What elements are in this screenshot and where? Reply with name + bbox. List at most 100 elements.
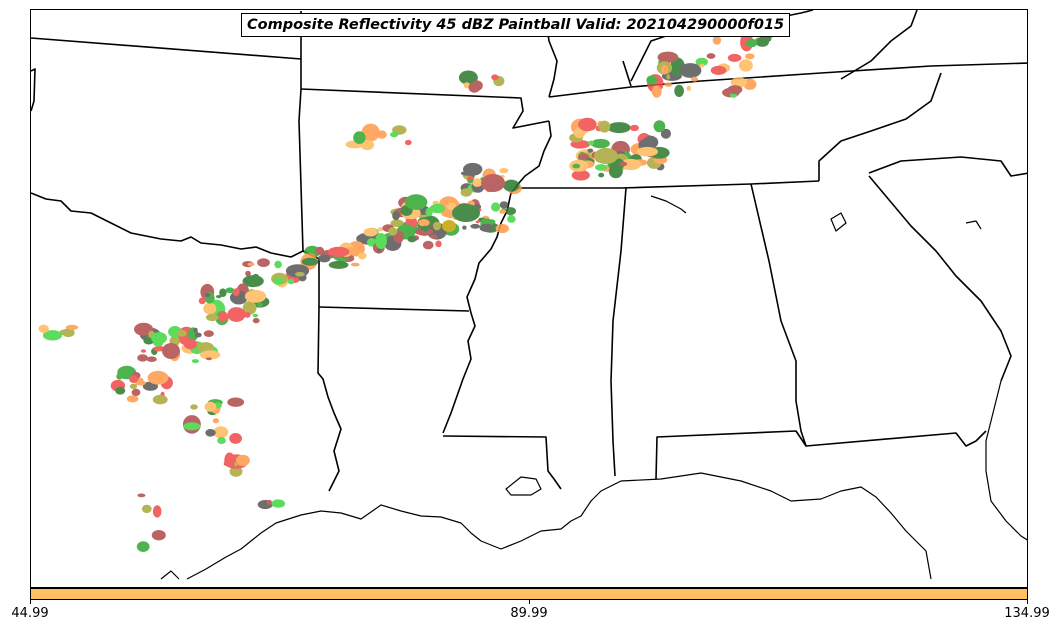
reflectivity-echo bbox=[651, 85, 662, 98]
reflectivity-echo bbox=[706, 53, 716, 59]
reflectivity-echo bbox=[199, 350, 221, 360]
reflectivity-echo bbox=[666, 74, 671, 80]
reflectivity-echo bbox=[467, 178, 474, 184]
reflectivity-echo bbox=[152, 505, 162, 518]
reflectivity-echo bbox=[499, 209, 507, 214]
reflectivity-echo bbox=[360, 139, 375, 151]
reflectivity-echo bbox=[225, 287, 235, 294]
reflectivity-echo bbox=[212, 418, 219, 424]
reflectivity-echo bbox=[266, 499, 273, 505]
map-canvas bbox=[31, 10, 1027, 580]
reflectivity-echo bbox=[661, 64, 668, 75]
reflectivity-echo bbox=[217, 436, 226, 445]
reflectivity-echo bbox=[491, 74, 499, 81]
reflectivity-echo bbox=[642, 135, 659, 149]
reflectivity-echo bbox=[216, 295, 222, 299]
reflectivity-echo bbox=[491, 202, 501, 212]
reflectivity-echo bbox=[61, 328, 75, 338]
reflectivity-echo bbox=[287, 278, 295, 285]
reflectivity-echo bbox=[472, 178, 483, 187]
reflectivity-echo bbox=[503, 179, 520, 192]
reflectivity-echo bbox=[460, 188, 472, 197]
reflectivity-echo bbox=[328, 260, 349, 269]
reflectivity-echo bbox=[229, 466, 243, 477]
reflectivity-echo bbox=[435, 240, 442, 248]
reflectivity-echo bbox=[140, 349, 147, 353]
reflectivity-echo bbox=[256, 302, 263, 308]
reflectivity-echo bbox=[42, 330, 63, 341]
reflectivity-echo bbox=[578, 153, 590, 160]
reflectivity-echo bbox=[229, 433, 243, 444]
reflectivity-echo bbox=[227, 397, 245, 407]
reflectivity-echo bbox=[712, 35, 722, 45]
colorbar-tick-label-middle: 89.99 bbox=[510, 606, 548, 621]
reflectivity-core bbox=[452, 204, 480, 222]
colorbar-tick-middle bbox=[529, 600, 530, 604]
reflectivity-echo bbox=[425, 207, 433, 217]
reflectivity-echo bbox=[129, 383, 138, 389]
reflectivity-echo bbox=[244, 311, 251, 318]
colorbar-tick-left bbox=[30, 600, 31, 604]
reflectivity-echoes bbox=[38, 13, 778, 552]
reflectivity-echo bbox=[129, 375, 139, 384]
reflectivity-echo bbox=[388, 227, 398, 236]
reflectivity-echo bbox=[591, 138, 610, 149]
reflectivity-echo bbox=[657, 51, 679, 63]
reflectivity-echo bbox=[317, 254, 331, 263]
reflectivity-echo bbox=[392, 211, 400, 221]
reflectivity-echo bbox=[572, 163, 581, 169]
map-panel bbox=[30, 9, 1028, 588]
map-title: Composite Reflectivity 45 dBZ Paintball … bbox=[241, 13, 791, 37]
reflectivity-echo bbox=[135, 380, 146, 386]
reflectivity-echo bbox=[507, 215, 516, 223]
reflectivity-echo bbox=[183, 422, 201, 431]
reflectivity-echo bbox=[116, 373, 123, 380]
reflectivity-echo bbox=[213, 426, 229, 439]
reflectivity-echo bbox=[432, 221, 442, 231]
reflectivity-echo bbox=[377, 130, 387, 139]
reflectivity-echo bbox=[587, 148, 593, 153]
reflectivity-echo bbox=[146, 356, 157, 363]
reflectivity-echo bbox=[218, 310, 228, 323]
reflectivity-echo bbox=[191, 359, 199, 364]
reflectivity-echo bbox=[578, 117, 597, 132]
reflectivity-echo bbox=[598, 120, 611, 133]
reflectivity-echo bbox=[363, 227, 378, 237]
reflectivity-echo bbox=[274, 260, 282, 269]
reflectivity-echo bbox=[499, 168, 509, 174]
reflectivity-echo bbox=[315, 246, 325, 255]
reflectivity-echo bbox=[204, 401, 217, 412]
reflectivity-core bbox=[481, 174, 505, 192]
reflectivity-echo bbox=[205, 357, 212, 361]
reflectivity-echo bbox=[495, 223, 510, 234]
reflectivity-echo bbox=[418, 230, 426, 236]
reflectivity-echo bbox=[607, 122, 631, 134]
gulf-coastline bbox=[160, 195, 1027, 580]
reflectivity-echo bbox=[608, 164, 623, 179]
reflectivity-echo bbox=[738, 59, 753, 72]
reflectivity-echo bbox=[257, 258, 270, 267]
reflectivity-core bbox=[594, 148, 618, 164]
reflectivity-echo bbox=[446, 202, 457, 211]
reflectivity-echo bbox=[190, 404, 198, 410]
reflectivity-echo bbox=[679, 63, 702, 78]
reflectivity-echo bbox=[252, 313, 259, 318]
reflectivity-echo bbox=[176, 329, 187, 337]
reflectivity-echo bbox=[422, 240, 434, 250]
reflectivity-core bbox=[151, 332, 167, 344]
reflectivity-echo bbox=[460, 171, 473, 176]
reflectivity-echo bbox=[475, 220, 480, 224]
reflectivity-echo bbox=[429, 203, 445, 214]
reflectivity-core bbox=[375, 233, 387, 249]
reflectivity-echo bbox=[234, 462, 238, 467]
reflectivity-echo bbox=[271, 499, 286, 508]
reflectivity-echo bbox=[470, 223, 481, 229]
reflectivity-echo bbox=[350, 262, 360, 267]
reflectivity-echo bbox=[505, 207, 517, 216]
reflectivity-echo bbox=[361, 123, 380, 142]
colorbar-tick-label-right: 134.99 bbox=[1004, 606, 1050, 621]
reflectivity-echo bbox=[244, 289, 267, 303]
reflectivity-echo bbox=[653, 120, 666, 133]
reflectivity-echo bbox=[407, 235, 417, 243]
reflectivity-echo bbox=[115, 386, 126, 395]
